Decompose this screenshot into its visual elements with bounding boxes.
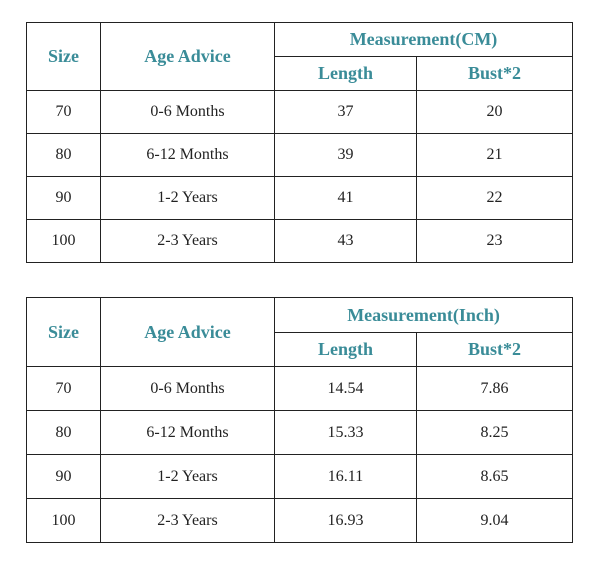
size-cell: 80	[26, 133, 101, 177]
bust-header: Bust*2	[415, 332, 574, 367]
bust-cell: 23	[416, 219, 573, 263]
table-row: 70 0-6 Months 37 20	[26, 90, 573, 134]
table-header-row: Size Age Advice Measurement(Inch)	[26, 297, 574, 367]
table-row: 80 6-12 Months 39 21	[26, 133, 573, 177]
length-header: Length	[274, 56, 417, 91]
size-cell: 90	[26, 454, 101, 499]
size-cell: 70	[26, 90, 101, 134]
age-cell: 2-3 Years	[100, 219, 275, 263]
table-row: 90 1-2 Years 16.11 8.65	[26, 454, 574, 499]
measurement-header: Measurement(Inch)	[273, 297, 574, 333]
bust-header: Bust*2	[416, 56, 573, 91]
table-subheader-row: Length Bust*2	[27, 332, 574, 367]
length-cell: 43	[274, 219, 417, 263]
size-cell: 70	[26, 366, 101, 411]
bust-cell: 8.25	[415, 410, 574, 455]
age-cell: 1-2 Years	[100, 176, 275, 220]
size-cell: 100	[26, 498, 101, 543]
table-row: 70 0-6 Months 14.54 7.86	[26, 366, 574, 411]
size-header: Size	[26, 22, 101, 91]
size-cell: 80	[26, 410, 101, 455]
bust-cell: 21	[416, 133, 573, 177]
length-cell: 16.11	[274, 454, 417, 499]
measurement-header: Measurement(CM)	[274, 22, 573, 57]
bust-cell: 7.86	[415, 366, 574, 411]
length-cell: 39	[274, 133, 417, 177]
size-cell: 90	[26, 176, 101, 220]
age-cell: 2-3 Years	[100, 498, 275, 543]
length-cell: 37	[274, 90, 417, 134]
length-cell: 16.93	[274, 498, 417, 543]
age-cell: 1-2 Years	[100, 454, 275, 499]
age-cell: 6-12 Months	[100, 410, 275, 455]
table-header-row: Size Age Advice Measurement(CM)	[26, 22, 573, 91]
length-cell: 41	[274, 176, 417, 220]
length-header: Length	[274, 332, 417, 367]
table-row: 80 6-12 Months 15.33 8.25	[26, 410, 574, 455]
bust-cell: 9.04	[415, 498, 574, 543]
bust-cell: 22	[416, 176, 573, 220]
table-row: 100 2-3 Years 16.93 9.04	[26, 498, 574, 543]
age-advice-header: Age Advice	[100, 22, 275, 91]
size-cell: 100	[26, 219, 101, 263]
bust-cell: 20	[416, 90, 573, 134]
table-row: 90 1-2 Years 41 22	[26, 176, 573, 220]
length-cell: 15.33	[274, 410, 417, 455]
size-header: Size	[26, 297, 101, 367]
table-row: 100 2-3 Years 43 23	[26, 219, 573, 263]
age-cell: 6-12 Months	[100, 133, 275, 177]
length-cell: 14.54	[274, 366, 417, 411]
size-chart-cm-table: Size Age Advice Measurement(CM) Length B…	[26, 22, 573, 263]
age-advice-header: Age Advice	[100, 297, 275, 367]
size-chart-inch-table: Size Age Advice Measurement(Inch) Length…	[26, 297, 574, 543]
table-subheader-row: Length Bust*2	[27, 56, 573, 91]
age-cell: 0-6 Months	[100, 90, 275, 134]
age-cell: 0-6 Months	[100, 366, 275, 411]
bust-cell: 8.65	[415, 454, 574, 499]
